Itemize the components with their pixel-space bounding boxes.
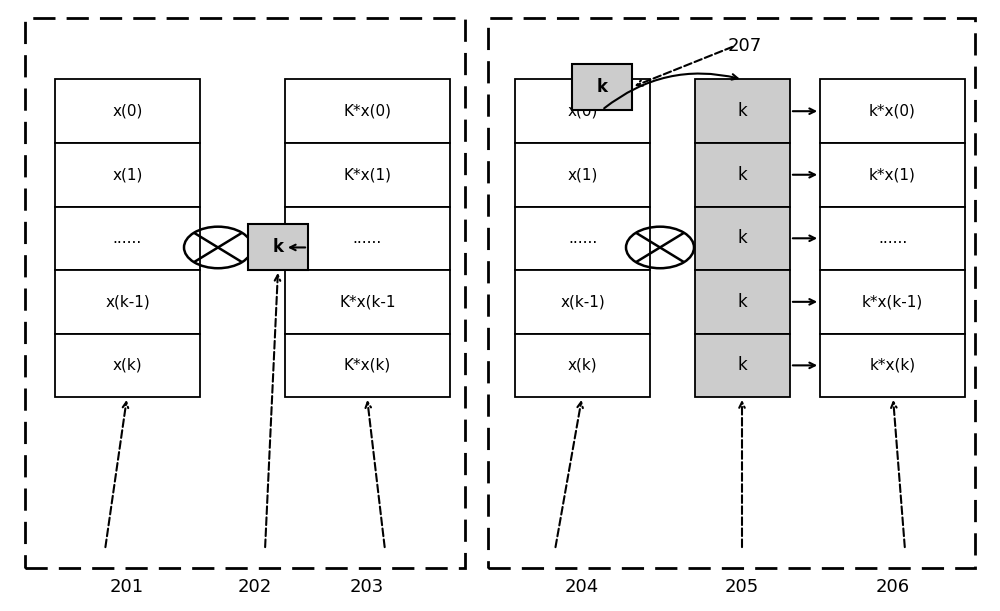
Bar	[285, 143, 450, 207]
Text: k: k	[738, 293, 747, 311]
Text: k: k	[738, 102, 747, 120]
Bar	[285, 334, 450, 397]
Bar	[820, 207, 965, 270]
Bar	[695, 270, 790, 334]
Text: 206: 206	[876, 577, 910, 596]
Text: 204: 204	[565, 577, 599, 596]
Text: x(k-1): x(k-1)	[560, 295, 605, 309]
Bar	[55, 334, 200, 397]
Text: K*x(k): K*x(k)	[344, 358, 391, 373]
Bar	[515, 270, 650, 334]
Bar	[820, 79, 965, 143]
Text: k: k	[738, 229, 747, 247]
Bar	[285, 270, 450, 334]
Text: x(k): x(k)	[113, 358, 142, 373]
Text: K*x(0): K*x(0)	[344, 104, 392, 119]
Bar	[820, 270, 965, 334]
Bar	[695, 143, 790, 207]
Bar	[695, 79, 790, 143]
Bar	[55, 207, 200, 270]
Text: k*x(1): k*x(1)	[869, 167, 916, 182]
Text: ......: ......	[878, 231, 907, 246]
Bar	[285, 79, 450, 143]
Bar	[820, 334, 965, 397]
Text: k*x(k-1): k*x(k-1)	[862, 295, 923, 309]
Text: 205: 205	[725, 577, 759, 596]
Text: ......: ......	[568, 231, 597, 246]
Bar	[515, 79, 650, 143]
Bar	[285, 207, 450, 270]
Text: ......: ......	[353, 231, 382, 246]
Bar	[820, 143, 965, 207]
Bar	[515, 334, 650, 397]
Text: k*x(0): k*x(0)	[869, 104, 916, 119]
Text: k: k	[272, 238, 284, 256]
Bar	[515, 207, 650, 270]
Bar	[55, 79, 200, 143]
Text: K*x(1): K*x(1)	[344, 167, 392, 182]
Text: k: k	[738, 356, 747, 375]
Bar	[695, 334, 790, 397]
Text: k: k	[596, 78, 608, 96]
Text: x(1): x(1)	[112, 167, 143, 182]
Bar	[55, 143, 200, 207]
Text: 201: 201	[110, 577, 144, 596]
Text: k: k	[738, 166, 747, 184]
Text: 202: 202	[238, 577, 272, 596]
Bar	[695, 207, 790, 270]
Text: 203: 203	[350, 577, 384, 596]
Bar	[248, 224, 308, 270]
Bar	[55, 270, 200, 334]
Text: x(1): x(1)	[567, 167, 598, 182]
Text: k*x(k): k*x(k)	[869, 358, 916, 373]
Text: ......: ......	[113, 231, 142, 246]
Bar	[515, 143, 650, 207]
Text: x(k-1): x(k-1)	[105, 295, 150, 309]
Text: x(0): x(0)	[567, 104, 598, 119]
Text: K*x(k-1: K*x(k-1	[339, 295, 396, 309]
Bar	[572, 64, 632, 110]
Text: x(k): x(k)	[568, 358, 597, 373]
Text: x(0): x(0)	[112, 104, 143, 119]
Text: 207: 207	[728, 37, 762, 55]
